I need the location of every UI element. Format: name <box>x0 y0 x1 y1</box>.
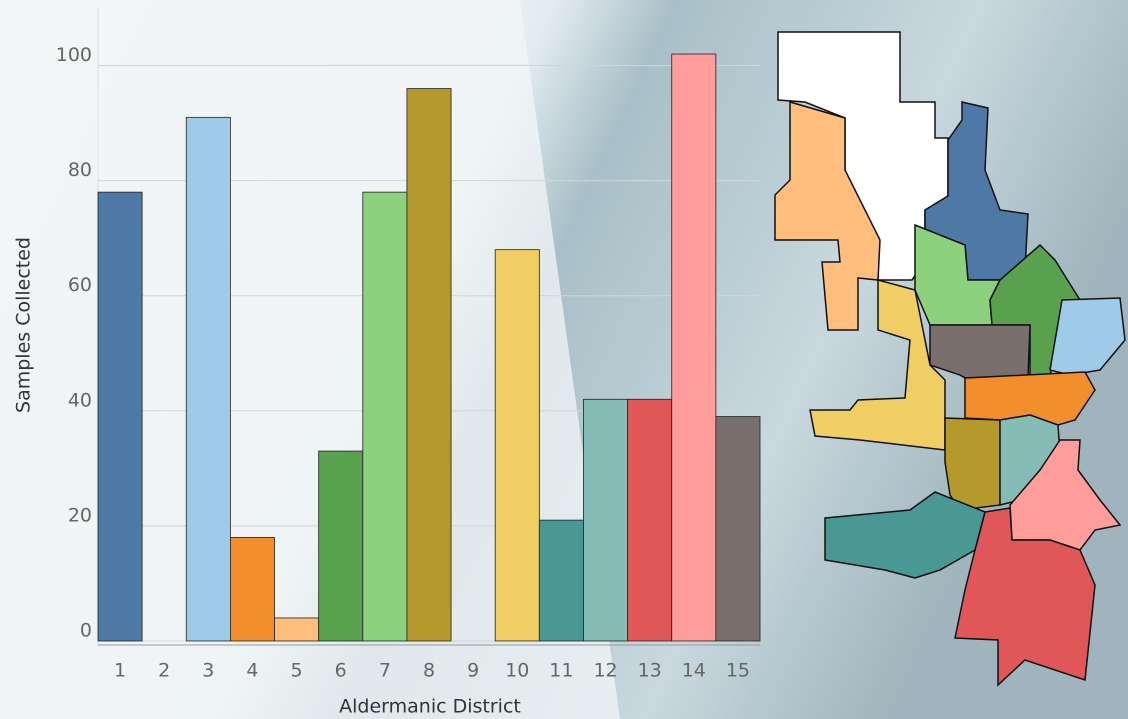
chart: Aldermanic District Samples Collected 0 2… <box>0 0 1128 719</box>
x-tick-label: 2 <box>158 660 170 682</box>
bar <box>98 192 142 641</box>
x-tick-label: 7 <box>379 660 391 682</box>
x-tick-label: 14 <box>682 660 706 682</box>
bar <box>672 54 716 641</box>
x-tick-label: 13 <box>638 660 662 682</box>
x-tick-label: 10 <box>505 660 529 682</box>
x-axis-title: Aldermanic District <box>339 696 521 718</box>
x-tick-label: 11 <box>549 660 573 682</box>
bar <box>230 537 274 641</box>
bar <box>628 399 672 641</box>
y-tick-label: 40 <box>68 389 92 411</box>
x-tick-label: 5 <box>291 660 303 682</box>
x-tick-label: 8 <box>423 660 435 682</box>
bar <box>583 399 627 641</box>
y-tick-label: 80 <box>68 159 92 181</box>
x-tick-label: 4 <box>246 660 258 682</box>
x-tick-label: 6 <box>335 660 347 682</box>
y-tick-label: 20 <box>68 504 92 526</box>
x-tick-label: 1 <box>114 660 126 682</box>
page: Aldermanic District Samples Collected 0 2… <box>0 0 1128 719</box>
bar <box>716 417 760 641</box>
y-tick-label: 60 <box>68 274 92 296</box>
x-tick-label: 15 <box>726 660 750 682</box>
bar <box>186 117 230 641</box>
bar <box>275 618 319 641</box>
x-tick-label: 12 <box>593 660 617 682</box>
y-tick-label: 100 <box>56 44 92 66</box>
bar <box>495 250 539 641</box>
bar <box>539 520 583 641</box>
bar <box>363 192 407 641</box>
x-tick-label: 9 <box>467 660 479 682</box>
bar <box>319 451 363 641</box>
x-tick-label: 3 <box>202 660 214 682</box>
bar <box>407 89 451 641</box>
y-tick-label: 0 <box>80 619 92 641</box>
y-axis-title: Samples Collected <box>13 237 35 413</box>
